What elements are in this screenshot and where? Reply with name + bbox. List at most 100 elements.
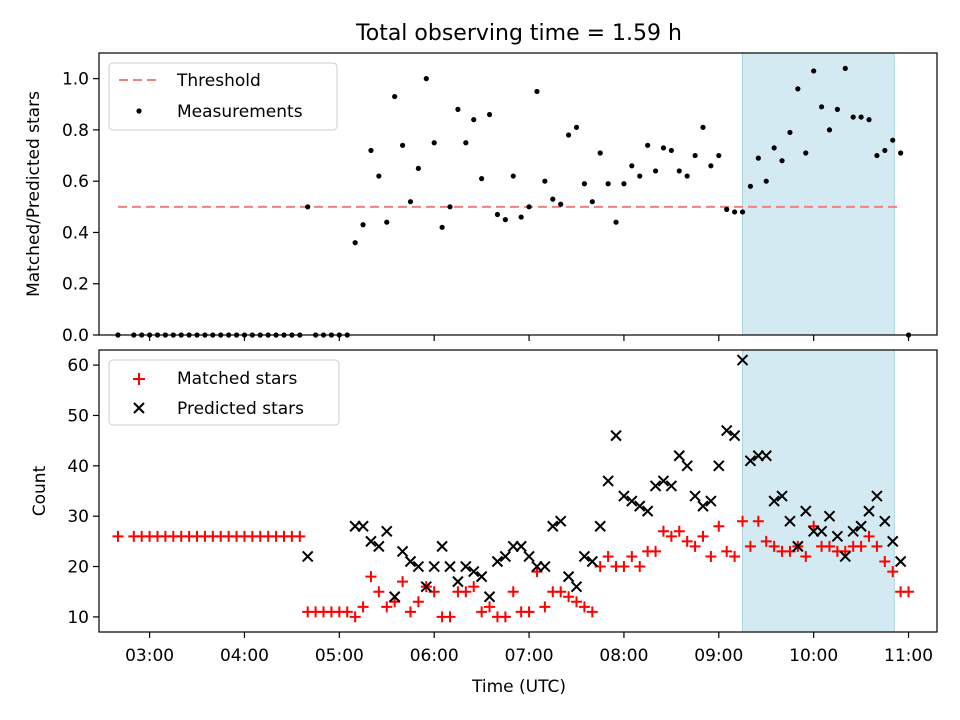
measurement-point bbox=[542, 178, 548, 184]
legend-measurements-swatch bbox=[136, 108, 142, 114]
predicted-stars-point bbox=[396, 545, 409, 558]
predicted-stars-point bbox=[491, 555, 504, 568]
measurement-point bbox=[795, 86, 801, 92]
bottom-y-ticks: 10 20 30 40 50 60 bbox=[67, 356, 99, 628]
measurement-point bbox=[826, 127, 833, 133]
x-tick-label: 10:00 bbox=[789, 646, 838, 666]
measurement-point bbox=[763, 178, 769, 184]
measurement-point bbox=[652, 168, 659, 174]
measurement-point bbox=[565, 132, 572, 138]
measurement-point bbox=[376, 173, 382, 179]
measurement-point bbox=[479, 176, 485, 182]
measurement-point bbox=[898, 150, 904, 156]
measurement-point bbox=[747, 183, 754, 189]
bottom-x-ticks: 03:00 04:00 05:00 06:00 07:00 08:00 09:00 10:00… bbox=[125, 632, 933, 666]
matched-stars-point bbox=[863, 530, 875, 542]
bottom-shaded-span bbox=[742, 349, 895, 633]
predicted-stars-point bbox=[887, 535, 899, 548]
measurement-point bbox=[455, 106, 461, 112]
bottom-legend: Matched stars Predicted stars bbox=[108, 359, 340, 426]
measurement-point bbox=[502, 217, 508, 223]
matched-stars-point bbox=[744, 540, 756, 552]
matched-stars-point bbox=[578, 601, 590, 613]
matched-stars-point bbox=[404, 606, 416, 618]
bottom-y-tick-label: 10 bbox=[67, 608, 89, 628]
matched-stars-point bbox=[349, 611, 361, 623]
predicted-stars-point bbox=[475, 570, 488, 583]
matched-stars-point bbox=[657, 525, 669, 537]
measurement-point bbox=[890, 137, 896, 143]
measurement-point bbox=[629, 163, 635, 169]
matched-stars-point bbox=[650, 545, 662, 557]
predicted-stars-point bbox=[436, 540, 448, 553]
measurement-point bbox=[605, 181, 611, 187]
bottom-legend-box bbox=[108, 359, 340, 426]
measurement-point bbox=[407, 199, 414, 205]
measurement-point bbox=[708, 163, 714, 169]
matched-stars-point bbox=[721, 545, 733, 557]
matched-stars-point bbox=[681, 535, 693, 547]
measurement-point bbox=[850, 114, 856, 120]
matched-stars-point bbox=[586, 606, 598, 618]
measurement-point bbox=[384, 219, 390, 225]
measurement-point bbox=[613, 219, 619, 225]
top-axes-frame bbox=[98, 52, 938, 336]
measurement-point bbox=[787, 129, 793, 136]
measurement-point bbox=[755, 155, 761, 161]
measurement-point bbox=[779, 158, 785, 164]
x-tick-label: 05:00 bbox=[315, 646, 364, 666]
x-tick-label: 08:00 bbox=[599, 646, 648, 666]
predicted-stars-point bbox=[618, 490, 630, 502]
x-tick-label: 03:00 bbox=[125, 646, 174, 666]
matched-stars-point bbox=[665, 530, 677, 542]
x-tick-label: 04:00 bbox=[220, 646, 269, 666]
matched-stars-point bbox=[768, 540, 780, 552]
matched-stars-point bbox=[634, 561, 646, 573]
matched-stars-point bbox=[602, 550, 614, 562]
matched-stars-series bbox=[112, 515, 915, 623]
matched-stars-point bbox=[373, 586, 385, 598]
matched-stars-point bbox=[871, 540, 883, 552]
measurement-point bbox=[581, 181, 588, 187]
measurement-point bbox=[818, 104, 825, 110]
matched-stars-point bbox=[823, 540, 835, 552]
predicted-stars-point bbox=[420, 580, 433, 593]
matched-stars-point bbox=[855, 540, 867, 552]
matched-stars-point bbox=[499, 611, 511, 623]
predicted-stars-point bbox=[554, 515, 567, 527]
predicted-stars-point bbox=[736, 354, 749, 366]
matched-stars-point bbox=[800, 550, 812, 562]
top-y-ticks: 0.0 0.2 0.4 0.6 0.8 1.0 bbox=[62, 70, 99, 346]
matched-stars-point bbox=[357, 601, 369, 613]
predicted-stars-point bbox=[657, 475, 670, 487]
measurement-point bbox=[676, 168, 682, 174]
predicted-stars-point bbox=[665, 480, 678, 492]
measurement-point bbox=[352, 240, 358, 246]
predicted-stars-point bbox=[523, 550, 535, 563]
legend-threshold-label: Threshold bbox=[176, 71, 261, 91]
matched-stars-point bbox=[673, 525, 685, 537]
measurement-point bbox=[526, 204, 532, 210]
x-tick-label: 06:00 bbox=[410, 646, 459, 666]
measurement-point bbox=[660, 145, 667, 151]
matched-stars-point bbox=[903, 586, 915, 598]
top-y-tick-label: 0.2 bbox=[62, 275, 89, 295]
predicted-stars-point bbox=[871, 490, 883, 502]
predicted-stars-point bbox=[894, 555, 907, 568]
measurement-point bbox=[447, 204, 453, 210]
measurement-point bbox=[834, 106, 840, 112]
legend-predicted-label: Predicted stars bbox=[177, 399, 304, 419]
predicted-stars-point bbox=[776, 490, 788, 502]
matched-stars-point bbox=[689, 540, 701, 552]
predicted-stars-point bbox=[626, 495, 638, 507]
measurement-point bbox=[874, 152, 880, 159]
top-shaded-span bbox=[742, 52, 895, 336]
measurement-point bbox=[771, 145, 777, 151]
predicted-stars-point bbox=[879, 515, 891, 527]
predicted-stars-point bbox=[460, 560, 472, 573]
measurement-point bbox=[858, 114, 864, 120]
matched-stars-point bbox=[476, 606, 488, 618]
top-y-tick-label: 1.0 bbox=[62, 70, 89, 90]
measurement-point bbox=[739, 209, 746, 215]
matched-stars-point bbox=[412, 596, 424, 608]
